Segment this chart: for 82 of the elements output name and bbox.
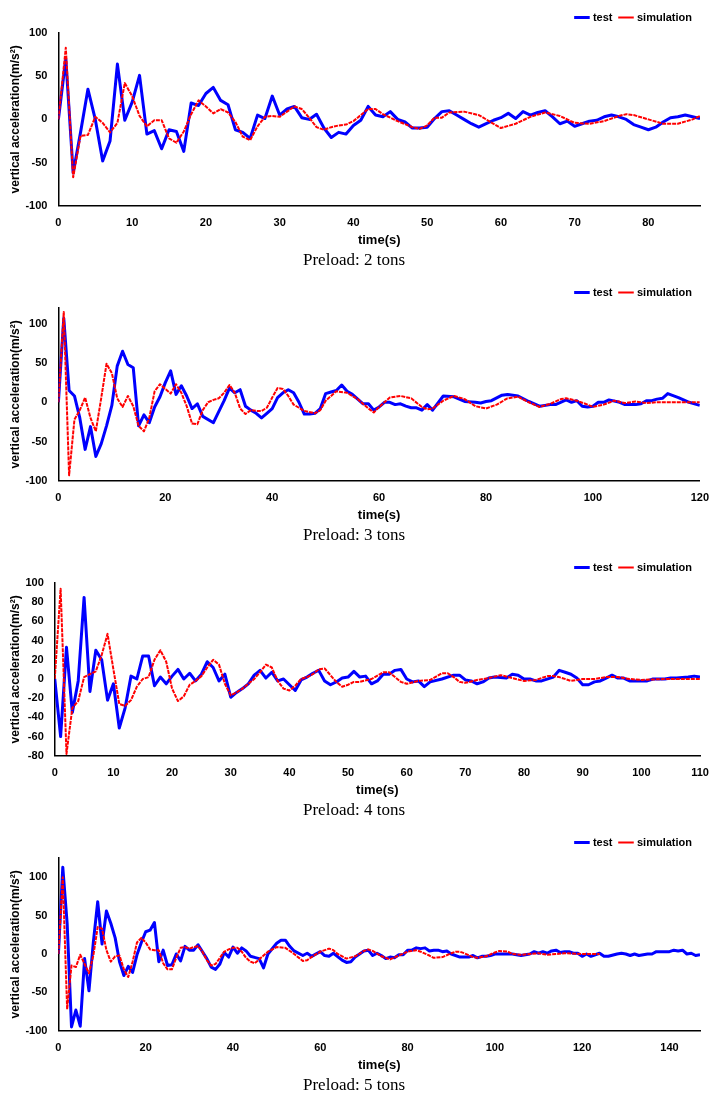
y-tick-label: 0 xyxy=(41,395,48,408)
x-tick-label: 110 xyxy=(691,766,709,779)
legend-label: simulation xyxy=(636,10,693,23)
text: Preload: 2 tons xyxy=(303,250,405,270)
x-tick-label: 20 xyxy=(199,216,213,229)
y-tick-label: 80 xyxy=(31,595,44,608)
x-tick-label: 20 xyxy=(159,491,172,504)
legend-label: test xyxy=(592,285,613,298)
x-tick-label: 80 xyxy=(642,216,655,229)
x-tick-label: 50 xyxy=(341,766,355,779)
y-tick-label: -100 xyxy=(25,198,48,211)
y-tick-label: 100 xyxy=(25,576,44,589)
x-tick-label: 100 xyxy=(485,1041,505,1054)
x-tick-label: 80 xyxy=(401,1041,414,1054)
x-axis-title: time(s) xyxy=(356,782,399,798)
x-tick-label: 0 xyxy=(55,491,62,504)
x-tick-label: 90 xyxy=(576,766,589,779)
y-tick-label: 40 xyxy=(31,633,44,646)
y-tick-label: 50 xyxy=(35,908,48,921)
x-tick-label: 60 xyxy=(400,766,413,779)
y-tick-label: 100 xyxy=(29,870,48,883)
text: Preload: 3 tons xyxy=(303,525,405,545)
line-series xyxy=(58,876,601,1011)
y-tick-label: -60 xyxy=(27,729,44,742)
x-axis-title: time(s) xyxy=(357,507,401,523)
y-tick-label: 100 xyxy=(29,316,48,329)
x-tick-label: 40 xyxy=(283,766,296,779)
x-tick-label: 30 xyxy=(273,216,286,229)
y-tick-label: 100 xyxy=(29,26,48,39)
x-tick-label: 120 xyxy=(690,491,709,504)
y-tick-label: 60 xyxy=(31,614,44,627)
x-tick-label: 70 xyxy=(568,216,581,229)
x-tick-label: 50 xyxy=(421,216,434,229)
x-tick-label: 100 xyxy=(583,491,603,504)
y-tick-label: -50 xyxy=(31,155,48,168)
x-tick-label: 30 xyxy=(224,766,237,779)
x-tick-label: 100 xyxy=(632,766,651,779)
y-tick-label: 50 xyxy=(35,69,48,82)
y-tick-label: 50 xyxy=(35,356,48,369)
x-tick-label: 20 xyxy=(139,1041,152,1054)
x-tick-label: 10 xyxy=(126,216,139,229)
y-tick-label: -100 xyxy=(25,473,48,486)
y-tick-label: -50 xyxy=(31,985,48,998)
x-tick-label: 0 xyxy=(55,216,62,229)
text: Preload: 4 tons xyxy=(303,800,405,820)
legend-label: simulation xyxy=(636,835,693,848)
y-tick-label: 0 xyxy=(41,947,48,960)
x-tick-label: 40 xyxy=(347,216,360,229)
y-axis-title: vertical acceleration(m/s²) xyxy=(7,320,22,469)
y-tick-label: 0 xyxy=(41,112,48,125)
x-tick-label: 70 xyxy=(459,766,472,779)
legend-label: simulation xyxy=(636,560,693,573)
legend-label: test xyxy=(592,10,613,23)
x-tick-label: 120 xyxy=(572,1041,592,1054)
y-tick-label: 0 xyxy=(37,672,44,685)
x-tick-label: 40 xyxy=(226,1041,240,1054)
x-tick-label: 80 xyxy=(517,766,531,779)
x-tick-label: 60 xyxy=(494,216,508,229)
x-tick-label: 10 xyxy=(107,766,120,779)
x-axis-title: time(s) xyxy=(357,232,401,248)
y-axis-title: vertical acceleration(m/s²) xyxy=(7,595,22,744)
legend-label: simulation xyxy=(636,285,693,298)
x-axis-title: time(s) xyxy=(357,1057,401,1073)
y-tick-label: -40 xyxy=(27,710,44,723)
y-tick-label: -50 xyxy=(31,434,48,447)
y-axis-title: vertical acceleration(m/s²) xyxy=(7,870,22,1019)
x-tick-label: 40 xyxy=(266,491,279,504)
y-tick-label: -80 xyxy=(27,748,44,761)
x-tick-label: 0 xyxy=(55,1041,62,1054)
y-axis-title: vertical acceleration(m/s²) xyxy=(7,45,22,194)
x-tick-label: 140 xyxy=(660,1041,679,1054)
legend-label: test xyxy=(592,835,613,848)
y-tick-label: 20 xyxy=(31,652,44,665)
legend-label: test xyxy=(592,560,613,573)
x-tick-label: 80 xyxy=(479,491,493,504)
y-tick-label: -20 xyxy=(27,691,44,704)
x-tick-label: 60 xyxy=(314,1041,327,1054)
text: Preload: 5 tons xyxy=(303,1075,405,1095)
x-tick-label: 60 xyxy=(372,491,386,504)
x-tick-label: 0 xyxy=(51,766,58,779)
y-tick-label: -100 xyxy=(25,1023,48,1036)
x-tick-label: 20 xyxy=(165,766,179,779)
